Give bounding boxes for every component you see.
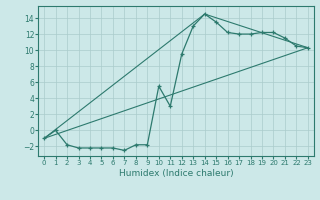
X-axis label: Humidex (Indice chaleur): Humidex (Indice chaleur): [119, 169, 233, 178]
